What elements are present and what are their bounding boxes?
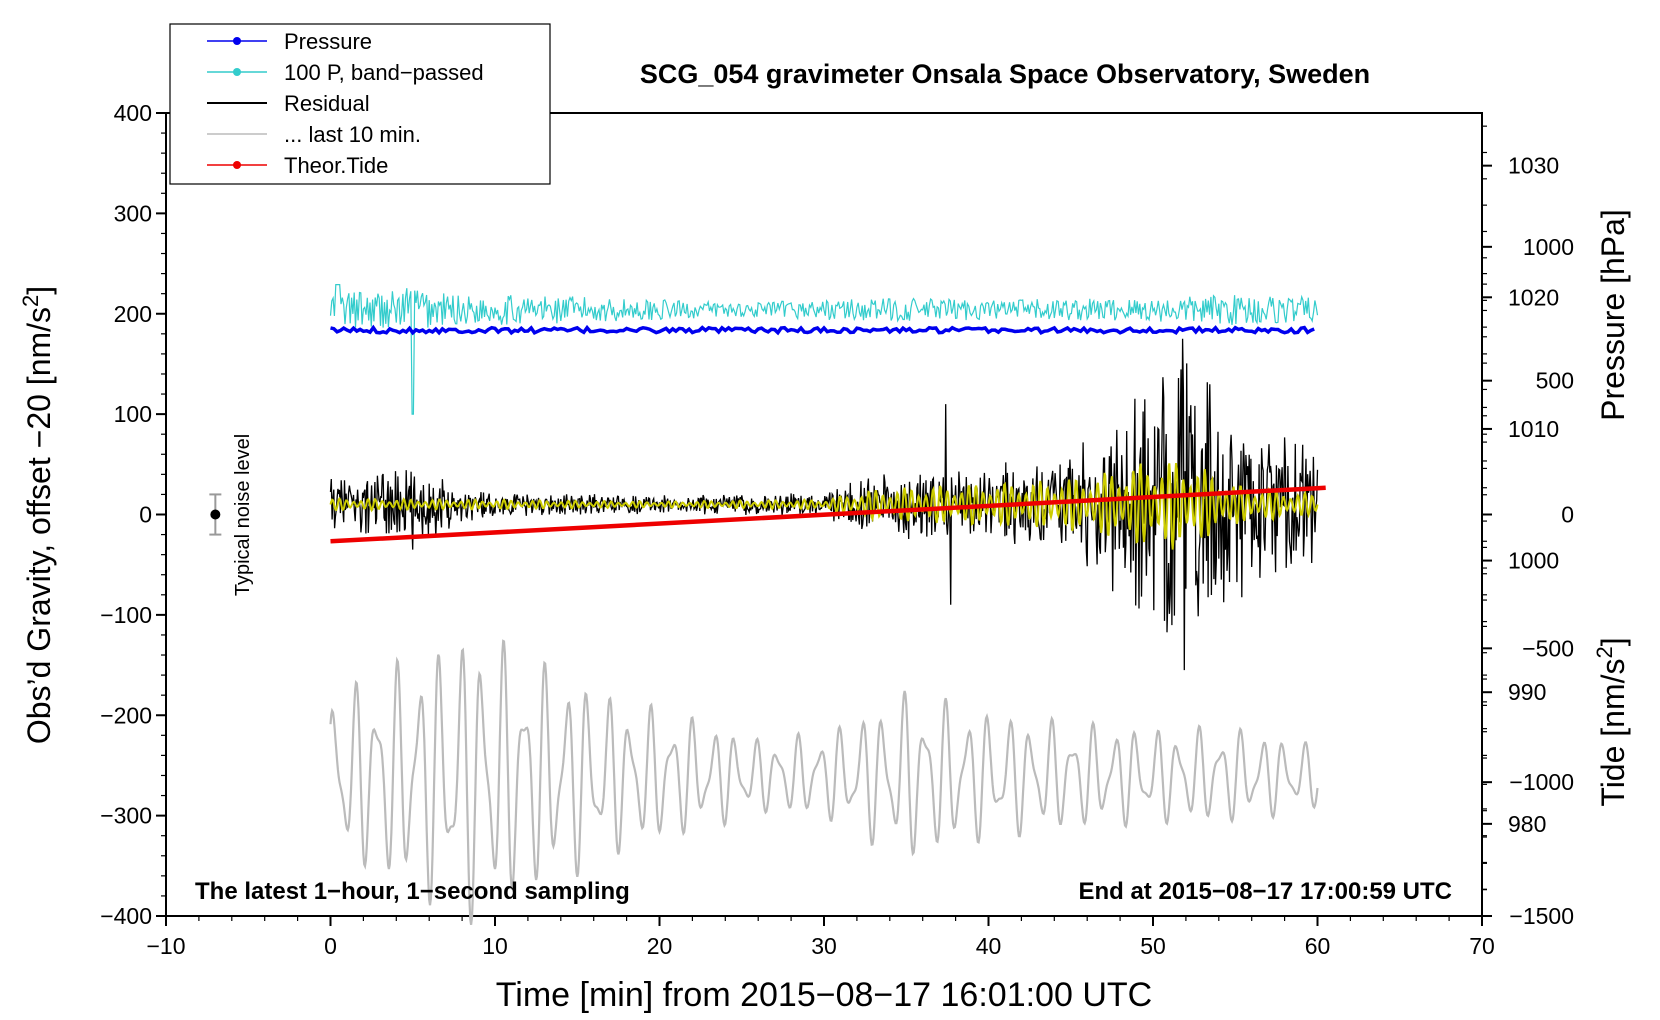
y-tick-label: 100: [114, 401, 152, 427]
tide-tick-label: −500: [1522, 635, 1574, 661]
x-tick-label: 0: [324, 933, 337, 959]
series-pressure-bandpassed: [329, 284, 1319, 415]
pressure-tick-label: 990: [1508, 679, 1546, 705]
noise-bar-dot: [210, 509, 221, 520]
x-tick-label: −10: [146, 933, 185, 959]
y-tick-label: −200: [100, 702, 152, 728]
y-tick-label: −400: [100, 903, 152, 929]
legend-label: ... last 10 min.: [284, 122, 421, 147]
annotation-sampling: The latest 1−hour, 1−second sampling: [195, 878, 630, 905]
tide-tick-label: 0: [1561, 502, 1574, 528]
y-axis-label-left: Obs’d Gravity, offset −20 [nm/s2]: [18, 286, 58, 744]
legend-label: 100 P, band−passed: [284, 60, 484, 85]
legend-marker: [233, 161, 241, 169]
tide-tick-label: −1500: [1509, 903, 1574, 929]
pressure-tick-label: 1030: [1508, 153, 1559, 179]
y-tick-label: −300: [100, 803, 152, 829]
legend-marker: [233, 68, 241, 76]
x-axis-label: Time [min] from 2015−08−17 16:01:00 UTC: [496, 976, 1152, 1014]
legend-label: Residual: [284, 91, 370, 116]
x-tick-label: 20: [647, 933, 673, 959]
x-tick-label: 50: [1140, 933, 1166, 959]
y-axis-left: 400 300 200 100 0 −100 −200 −300 −400: [100, 100, 166, 929]
x-tick-label: 10: [482, 933, 508, 959]
series-theoretical-tide: [330, 485, 1326, 544]
y-tick-label: 0: [139, 502, 152, 528]
y-tick-label: 300: [114, 200, 152, 226]
y-tick-label: 200: [114, 301, 152, 327]
x-axis: −10 0 10 20 30 40 50 60 70: [146, 916, 1495, 959]
legend-label: Theor.Tide: [284, 153, 388, 178]
pressure-tick-label: 980: [1508, 811, 1546, 837]
tide-tick-label: 1000: [1523, 234, 1574, 260]
y-axis-label-tide: Tide [nm/s2]: [1592, 637, 1632, 806]
noise-level-label: Typical noise level: [232, 434, 254, 596]
x-tick-label: 40: [976, 933, 1002, 959]
legend: Pressure 100 P, band−passed Residual ... la…: [169, 23, 551, 185]
y-axis-tide: 1000 500 0 −500 −1000 −1500: [1482, 234, 1574, 929]
y-axis-pressure: 1030 1020 1010 1000 990 980: [1482, 125, 1559, 891]
series-residual-smoothed: [329, 462, 1319, 550]
y-tick-label: −100: [100, 602, 152, 628]
chart-title: SCG_054 gravimeter Onsala Space Observat…: [640, 59, 1370, 89]
y-tick-label: 400: [114, 100, 152, 126]
series-layer: [329, 284, 1326, 925]
legend-marker: [233, 37, 241, 45]
series-last-10-min: [329, 639, 1319, 925]
y-axis-label-pressure: Pressure [hPa]: [1595, 209, 1631, 421]
series-pressure: [330, 324, 1315, 336]
tide-tick-label: 500: [1536, 368, 1574, 394]
x-tick-label: 60: [1305, 933, 1331, 959]
pressure-tick-label: 1010: [1508, 416, 1559, 442]
tide-tick-label: −1000: [1509, 769, 1574, 795]
x-tick-label: 30: [811, 933, 837, 959]
legend-label: Pressure: [284, 29, 372, 54]
noise-level-indicator: [209, 493, 222, 536]
annotation-end-time: End at 2015−08−17 17:00:59 UTC: [1078, 878, 1452, 905]
x-tick-label: 70: [1469, 933, 1495, 959]
pressure-tick-label: 1020: [1508, 284, 1559, 310]
pressure-tick-label: 1000: [1508, 548, 1559, 574]
